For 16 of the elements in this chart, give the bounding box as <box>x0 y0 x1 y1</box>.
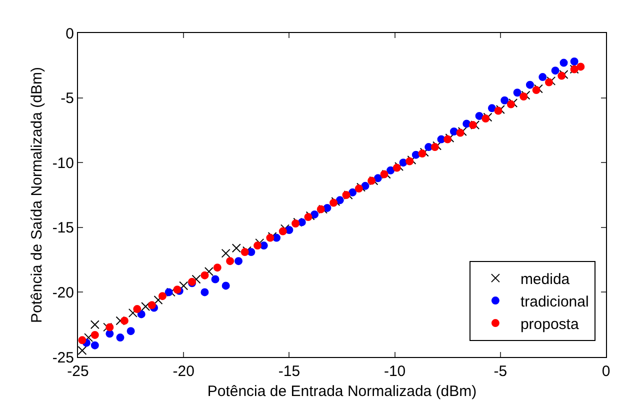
x-tick-label: 0 <box>602 363 610 380</box>
y-tick-label: -25 <box>52 349 74 366</box>
x-tick-label: -5 <box>494 363 508 380</box>
legend-label: proposta <box>520 316 580 333</box>
y-axis-title: Potência de Saída Normalizada (dBm) <box>28 67 46 323</box>
legend-label: medida <box>520 270 570 288</box>
y-tick-label: -5 <box>60 90 74 108</box>
y-tick-label: -10 <box>52 154 74 172</box>
y-tick-label: -15 <box>52 220 74 237</box>
x-tick-label: -15 <box>278 363 300 380</box>
legend-label: tradicional <box>520 293 589 310</box>
x-tick-label: -10 <box>384 363 406 380</box>
x-axis-title: Potência de Entrada Normalizada (dBm) <box>207 383 477 400</box>
y-tick-label: 0 <box>66 25 74 42</box>
x-tick-label: -20 <box>172 363 194 380</box>
y-tick-label: -20 <box>52 284 74 302</box>
